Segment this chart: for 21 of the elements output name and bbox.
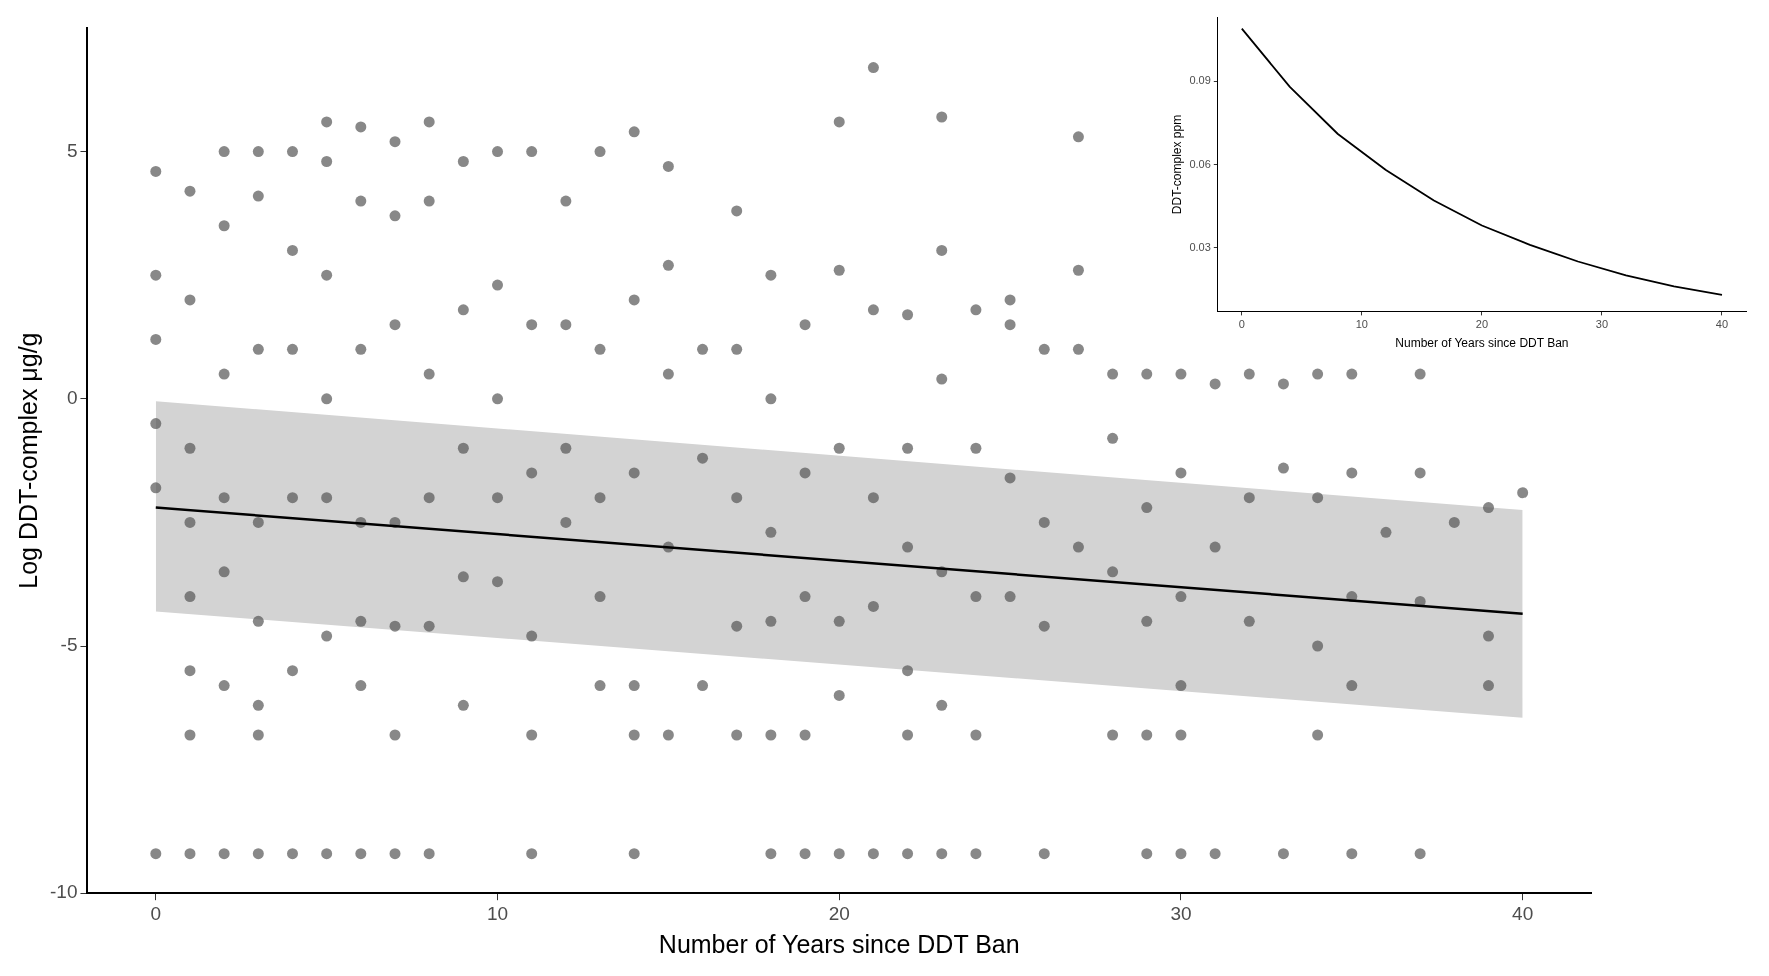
x-tick-label: 20 — [828, 902, 850, 924]
x-tick-label: 30 — [1170, 902, 1192, 924]
y-tick-label: -5 — [60, 634, 78, 656]
x-tick-label: 20 — [1475, 318, 1489, 331]
x-tick-label: 0 — [1238, 318, 1245, 331]
y-tick-label: -10 — [49, 881, 78, 903]
y-tick-label: 0.09 — [1189, 74, 1211, 87]
x-tick-label: 40 — [1512, 902, 1534, 924]
y-tick-label: 5 — [66, 139, 78, 161]
y-axis-title: Log DDT-complex μg/g — [13, 332, 42, 589]
y-tick-label: 0.06 — [1189, 157, 1211, 170]
x-tick-label: 40 — [1715, 318, 1729, 331]
x-tick-label: 10 — [1355, 318, 1368, 331]
x-tick-label: 10 — [486, 902, 509, 924]
x-axis-title: Number of Years since DDT Ban — [1395, 336, 1569, 351]
x-tick-label: 30 — [1595, 318, 1609, 331]
x-axis-title: Number of Years since DDT Ban — [658, 929, 1020, 958]
y-tick-label: 0 — [66, 387, 78, 409]
y-tick-label: 0.03 — [1189, 240, 1211, 253]
x-tick-label: 0 — [150, 902, 162, 924]
y-axis-title: DDT-complex ppm — [1169, 114, 1184, 215]
